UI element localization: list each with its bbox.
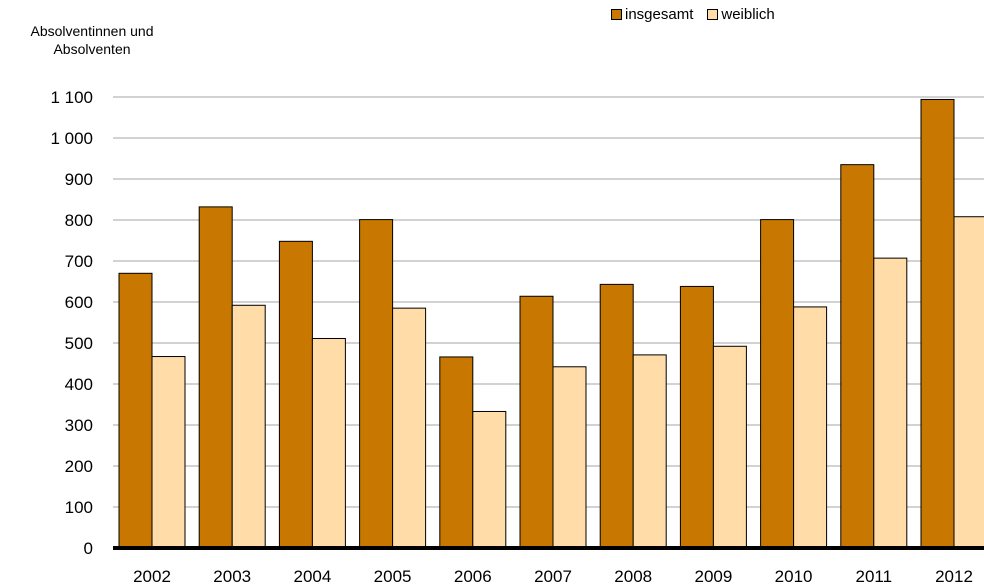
bar-insgesamt-2007 (519, 295, 554, 549)
y-tick-label-1100: 1 100 (50, 88, 93, 107)
legend-swatch-weiblich (707, 9, 719, 20)
y-tick-label-400: 400 (65, 375, 93, 394)
bar-weiblich-2012 (953, 216, 984, 549)
y-tick-label-800: 800 (65, 211, 93, 230)
bar-weiblich-2004 (311, 337, 346, 549)
x-tick-label-2006: 2006 (454, 567, 492, 584)
y-tick-label-100: 100 (65, 498, 93, 517)
bar-insgesamt-2005 (359, 219, 394, 549)
bar-insgesamt-2009 (679, 285, 714, 549)
x-tick-label-2005: 2005 (374, 567, 412, 584)
bar-weiblich-2002 (151, 356, 186, 549)
bar-weiblich-2007 (552, 366, 587, 549)
bar-insgesamt-2003 (198, 206, 233, 549)
legend-item-weiblich: weiblich (707, 6, 775, 23)
bar-weiblich-2006 (472, 410, 507, 549)
bar-insgesamt-2006 (439, 356, 474, 549)
x-tick-label-2010: 2010 (775, 567, 813, 584)
y-tick-label-300: 300 (65, 416, 93, 435)
y-tick-label-900: 900 (65, 170, 93, 189)
legend-label-weiblich: weiblich (721, 6, 775, 23)
x-tick-label-2008: 2008 (614, 567, 652, 584)
bar-insgesamt-2002 (118, 272, 153, 549)
x-tick-label-2007: 2007 (534, 567, 572, 584)
x-tick-label-2009: 2009 (694, 567, 732, 584)
bar-insgesamt-2008 (599, 283, 634, 549)
y-axis-label-line-1: Absolventinnen und (30, 23, 154, 39)
bar-insgesamt-2011 (840, 164, 875, 549)
legend-item-insgesamt: insgesamt (611, 6, 693, 23)
x-tick-label-2003: 2003 (213, 567, 251, 584)
bar-weiblich-2011 (873, 257, 908, 549)
y-tick-label-200: 200 (65, 457, 93, 476)
bar-insgesamt-2004 (278, 240, 313, 549)
x-tick-label-2012: 2012 (935, 567, 973, 584)
legend: insgesamt weiblich (611, 6, 789, 23)
legend-swatch-insgesamt (611, 9, 622, 20)
bar-weiblich-2009 (712, 345, 747, 549)
bar-weiblich-2005 (392, 307, 427, 549)
x-tick-label-2011: 2011 (856, 567, 893, 584)
legend-label-insgesamt: insgesamt (625, 6, 694, 23)
bar-weiblich-2010 (793, 306, 828, 549)
y-tick-label-600: 600 (65, 293, 93, 312)
bar-insgesamt-2010 (760, 219, 795, 549)
bar-weiblich-2003 (231, 304, 266, 549)
y-axis-label-line-2: Absolventen (53, 41, 131, 57)
bar-weiblich-2008 (632, 354, 667, 549)
x-tick-label-2004: 2004 (293, 567, 331, 584)
x-tick-label-2002: 2002 (133, 567, 171, 584)
y-tick-label-1000: 1 000 (50, 129, 93, 148)
y-tick-label-700: 700 (65, 252, 93, 271)
y-tick-label-0: 0 (84, 539, 93, 558)
y-axis-label: Absolventinnen und Absolventen (8, 22, 176, 58)
bar-insgesamt-2012 (920, 98, 955, 549)
y-tick-label-500: 500 (65, 334, 93, 353)
